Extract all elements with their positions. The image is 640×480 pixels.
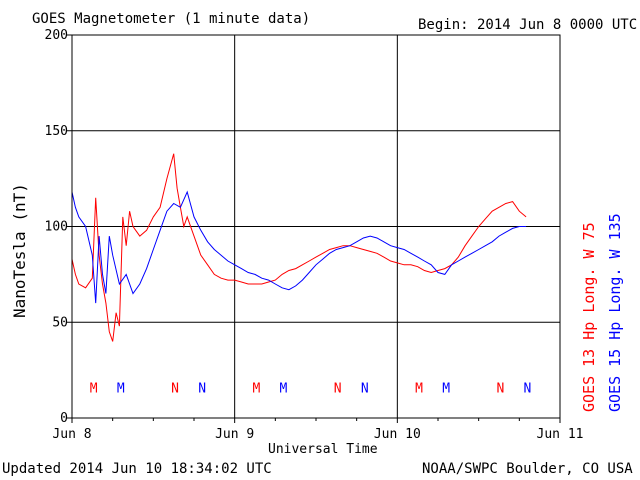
y-tick-label: 50: [52, 315, 68, 330]
marker-label: N: [171, 381, 179, 396]
marker-label: M: [415, 381, 423, 396]
marker-label: M: [280, 381, 288, 396]
source-credit: NOAA/SWPC Boulder, CO USA: [422, 461, 633, 477]
x-tick-label: Jun 11: [537, 427, 584, 442]
marker-label: M: [117, 381, 125, 396]
y-tick-label: 0: [60, 411, 68, 426]
marker-label: N: [524, 381, 532, 396]
chart-title: GOES Magnetometer (1 minute data): [32, 11, 311, 27]
marker-label: M: [442, 381, 450, 396]
x-tick-label: Jun 8: [52, 427, 91, 442]
y-axis-label: NanoTesla (nT): [10, 183, 29, 318]
marker-label: M: [252, 381, 260, 396]
marker-label: N: [198, 381, 206, 396]
y-tick-label: 150: [45, 124, 68, 139]
y-tick-label: 100: [45, 220, 68, 235]
legend-goes15: GOES 15 Hp Long. W 135: [606, 213, 624, 412]
x-tick-label: Jun 10: [374, 427, 421, 442]
x-axis-label: Universal Time: [268, 442, 378, 457]
y-tick-label: 200: [45, 28, 68, 43]
marker-label: N: [334, 381, 342, 396]
x-tick-label: Jun 9: [215, 427, 254, 442]
marker-label: N: [361, 381, 369, 396]
updated-timestamp: Updated 2014 Jun 10 18:34:02 UTC: [2, 461, 272, 477]
marker-label: N: [496, 381, 504, 396]
legend-goes13: GOES 13 Hp Long. W 75: [580, 222, 598, 412]
marker-label: M: [90, 381, 98, 396]
begin-date: Begin: 2014 Jun 8 0000 UTC: [418, 17, 638, 33]
series-line-goes13: [71, 153, 527, 342]
series-line-goes15: [71, 190, 527, 304]
